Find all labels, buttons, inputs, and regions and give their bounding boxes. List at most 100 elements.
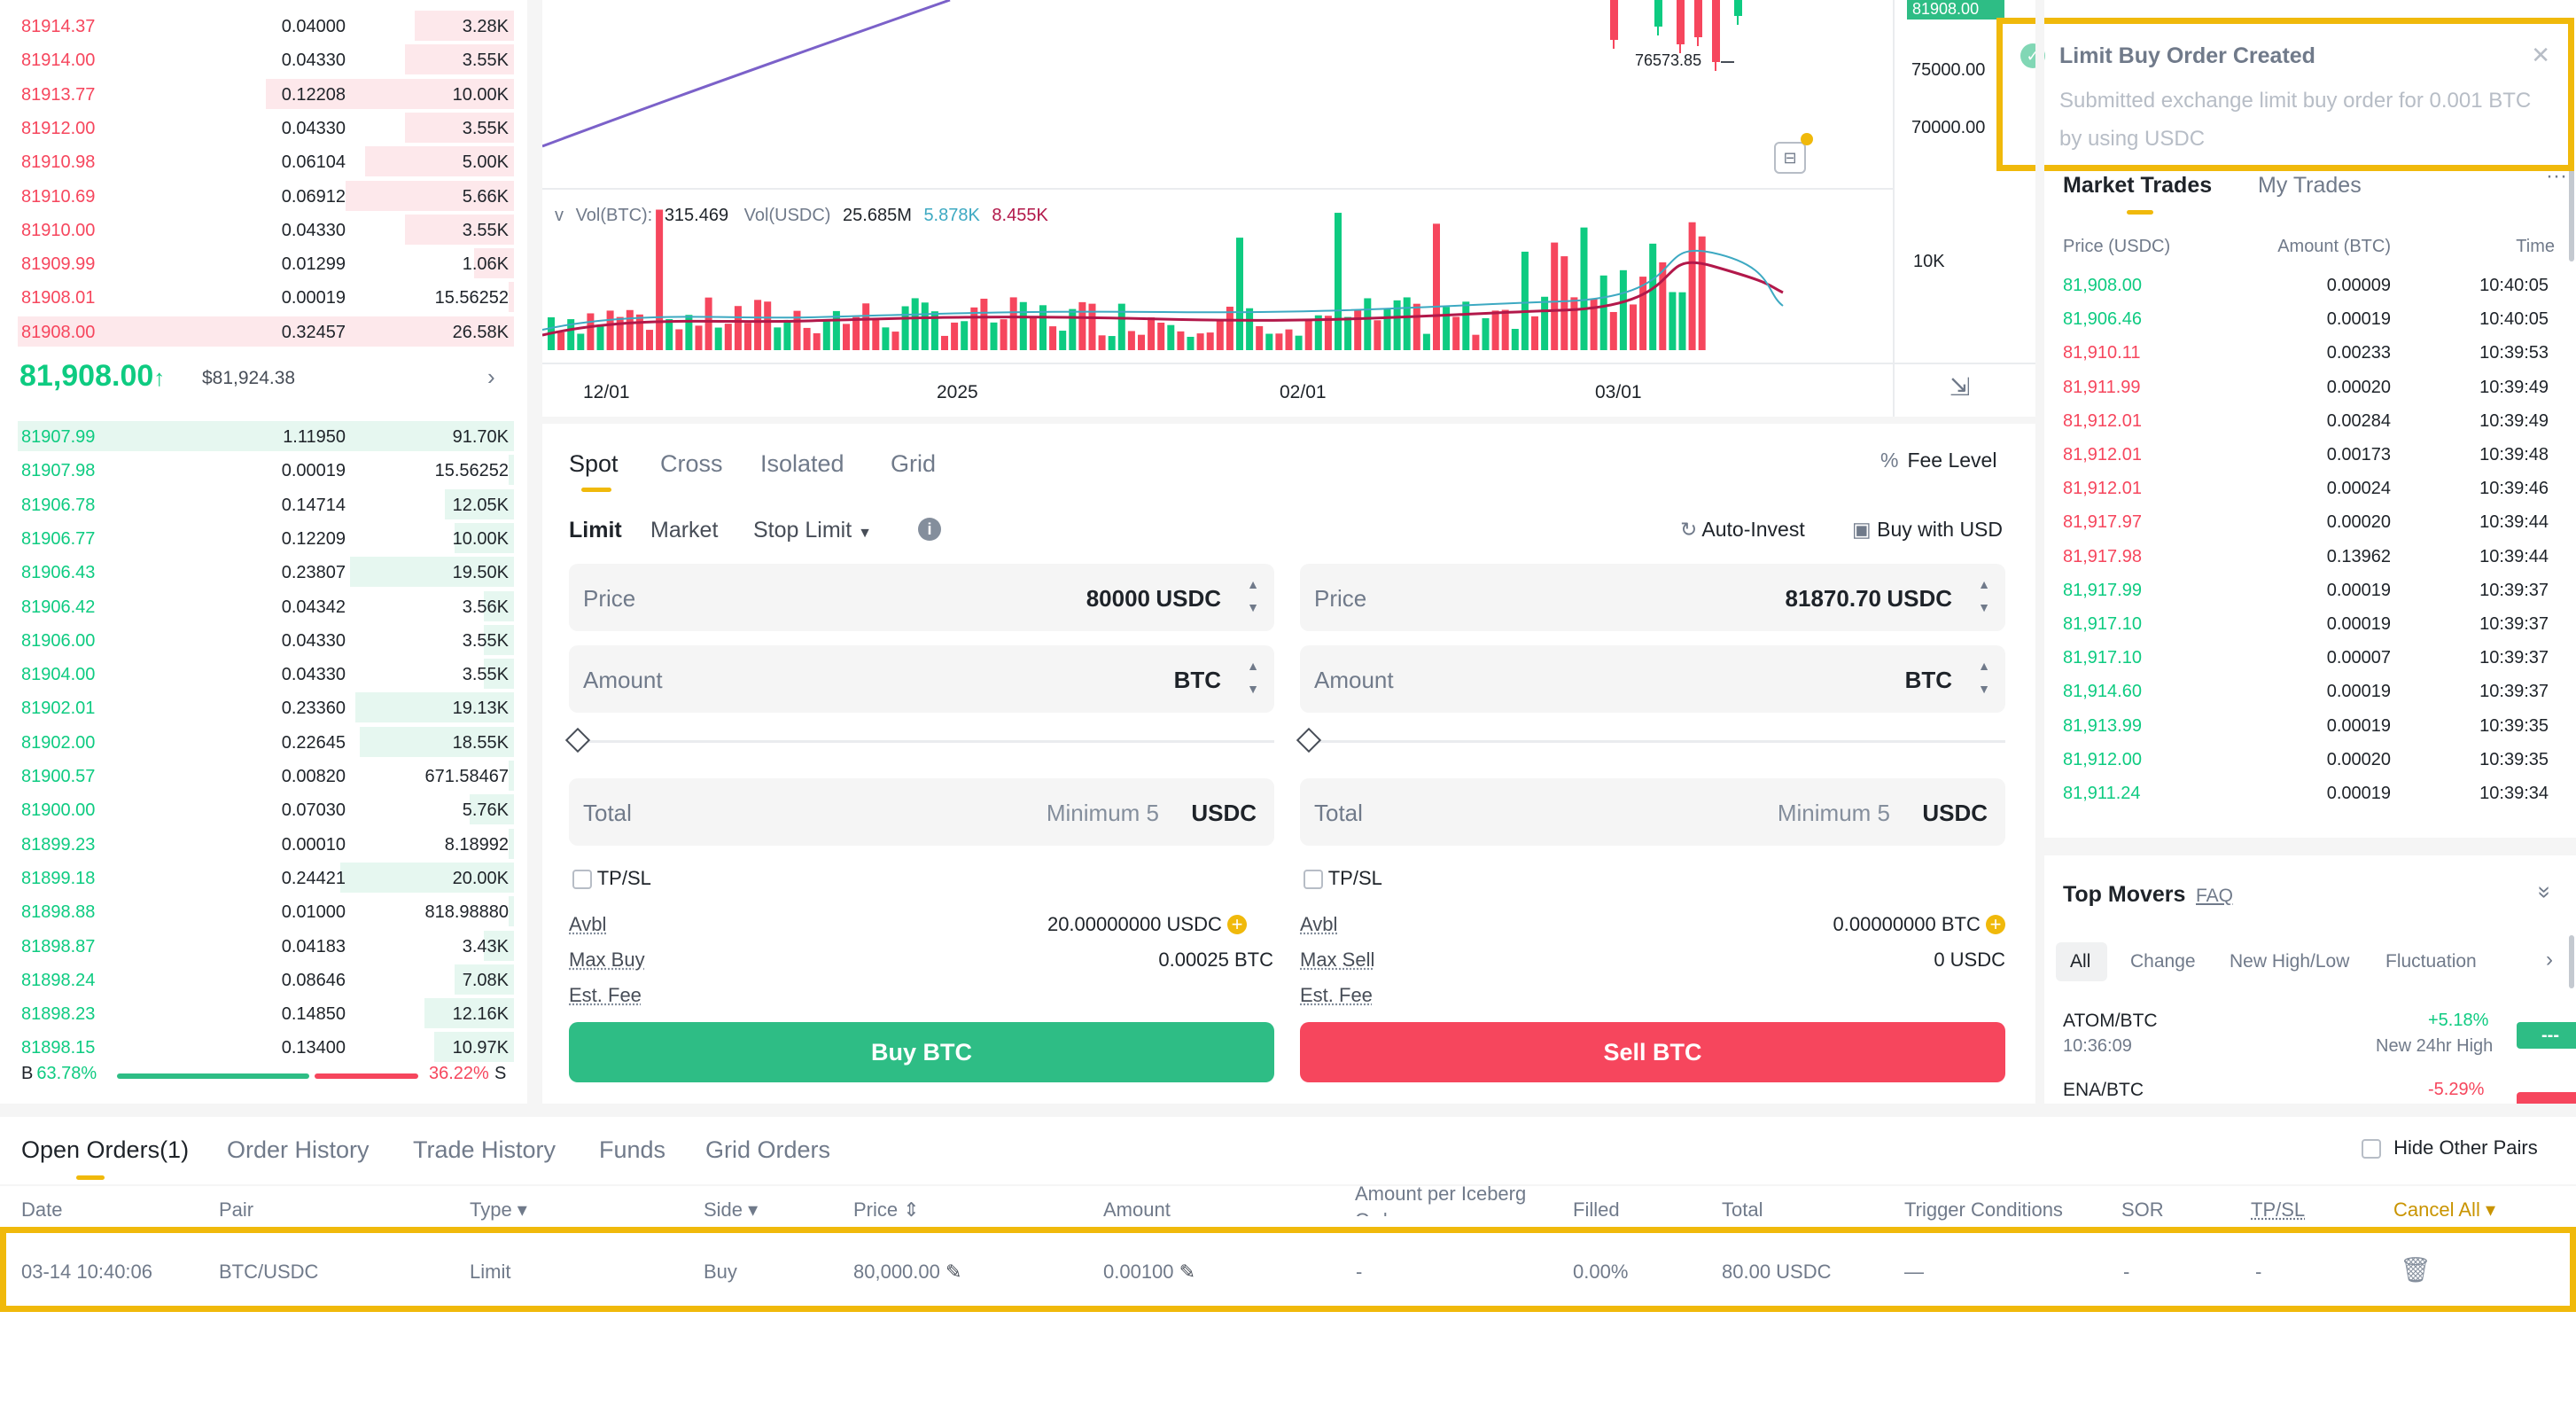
hide-other-checkbox[interactable] — [2362, 1139, 2381, 1159]
bid-row[interactable]: 81907.98 0.00019 15.56252 — [0, 453, 514, 487]
filters-next-icon[interactable]: › — [2546, 948, 2553, 972]
bid-row[interactable]: 81899.18 0.24421 20.00K — [0, 861, 514, 894]
trash-icon[interactable]: 🗑 — [2400, 1256, 2432, 1284]
ask-row[interactable]: 81910.98 0.06104 5.00K — [0, 144, 514, 178]
step-up-icon[interactable]: ▲ — [1247, 659, 1259, 673]
faq-link[interactable]: FAQ — [2196, 886, 2234, 906]
bid-row[interactable]: 81899.23 0.00010 8.18992 — [0, 827, 514, 861]
order-type-limit[interactable]: Limit — [569, 518, 622, 543]
buy-tpsl-toggle[interactable]: TP/SL — [572, 867, 651, 890]
sell-price-value[interactable]: 81870.70 — [1785, 585, 1881, 612]
tab-my-trades[interactable]: My Trades — [2258, 173, 2362, 198]
sell-total-field[interactable]: Total Minimum 5 USDC — [1300, 778, 2005, 846]
step-up-icon[interactable]: ▲ — [1247, 577, 1259, 591]
tab-trade-history[interactable]: Trade History — [413, 1136, 556, 1163]
bid-row[interactable]: 81900.00 0.07030 5.76K — [0, 792, 514, 826]
sell-amount-stepper[interactable]: ▲ ▼ — [1975, 654, 1993, 700]
collapse-icon[interactable]: » — [2532, 886, 2559, 899]
ask-row[interactable]: 81914.37 0.04000 3.28K — [0, 9, 514, 43]
tab-spot[interactable]: Spot — [569, 450, 619, 477]
sell-tpsl-checkbox[interactable] — [1304, 870, 1323, 890]
order-type-stop-limit[interactable]: Stop Limit ▼ — [753, 518, 872, 543]
order-type-market[interactable]: Market — [650, 518, 719, 543]
chart-tool-icon[interactable]: ⊟ — [1774, 142, 1806, 174]
tab-funds[interactable]: Funds — [599, 1136, 666, 1163]
bid-row[interactable]: 81906.42 0.04342 3.56K — [0, 589, 514, 623]
buy-total-field[interactable]: Total Minimum 5 USDC — [569, 778, 1274, 846]
buy-amount-field[interactable]: Amount BTC ▲ ▼ — [569, 645, 1274, 713]
edit-icon[interactable]: ✎ — [946, 1261, 962, 1283]
auto-invest-link[interactable]: ↻ Auto-Invest — [1680, 518, 1805, 542]
tab-grid[interactable]: Grid — [891, 450, 937, 477]
sell-btc-button[interactable]: Sell BTC — [1300, 1022, 2005, 1082]
mover-pair-ena[interactable]: ENA/BTC — [2063, 1080, 2144, 1100]
sell-slider-handle[interactable] — [1296, 727, 1322, 753]
ask-row[interactable]: 81912.00 0.04330 3.55K — [0, 111, 514, 144]
col-type[interactable]: Type ▾ — [470, 1198, 527, 1221]
step-down-icon[interactable]: ▼ — [1978, 600, 1990, 614]
edit-icon[interactable]: ✎ — [1179, 1261, 1196, 1283]
cancel-all-button[interactable]: Cancel All ▾ — [2393, 1198, 2495, 1221]
step-down-icon[interactable]: ▼ — [1978, 682, 1990, 696]
bid-row[interactable]: 81898.24 0.08646 7.08K — [0, 963, 514, 996]
hide-other-pairs-toggle[interactable]: Hide Other Pairs — [2362, 1136, 2538, 1159]
chevron-right-icon[interactable]: › — [487, 363, 495, 390]
scrollbar[interactable] — [2569, 935, 2574, 988]
bid-row[interactable]: 81902.01 0.23360 19.13K — [0, 691, 514, 724]
ask-row[interactable]: 81914.00 0.04330 3.55K — [0, 43, 514, 76]
bid-row[interactable]: 81898.88 0.01000 818.98880 — [0, 894, 514, 928]
bid-row[interactable]: 81902.00 0.22645 18.55K — [0, 725, 514, 759]
buy-price-field[interactable]: Price 80000 USDC ▲ ▼ — [569, 564, 1274, 631]
ask-row[interactable]: 81910.69 0.06912 5.66K — [0, 179, 514, 213]
col-price[interactable]: Price ⇕ — [853, 1198, 920, 1221]
tab-market-trades[interactable]: Market Trades — [2063, 173, 2213, 198]
bid-row[interactable]: 81898.23 0.14850 12.16K — [0, 996, 514, 1030]
buy-with-usd-link[interactable]: ▣ Buy with USD — [1852, 518, 2003, 542]
sell-price-field[interactable]: Price 81870.70 USDC ▲ ▼ — [1300, 564, 2005, 631]
buy-amount-stepper[interactable]: ▲ ▼ — [1244, 654, 1262, 700]
buy-btc-button[interactable]: Buy BTC — [569, 1022, 1274, 1082]
step-down-icon[interactable]: ▼ — [1247, 682, 1259, 696]
bid-row[interactable]: 81898.87 0.04183 3.43K — [0, 929, 514, 963]
chart-settings-icon[interactable]: ⇲ — [1950, 373, 1971, 401]
tab-open-orders[interactable]: Open Orders(1) — [21, 1136, 190, 1163]
bid-row[interactable]: 81906.77 0.12209 10.00K — [0, 521, 514, 555]
bid-row[interactable]: 81906.78 0.14714 12.05K — [0, 488, 514, 521]
filter-fluctuation[interactable]: Fluctuation — [2385, 951, 2477, 972]
sell-tpsl-toggle[interactable]: TP/SL — [1304, 867, 1382, 890]
col-side[interactable]: Side ▾ — [704, 1198, 759, 1221]
ask-row[interactable]: 81908.00 0.32457 26.58K — [0, 315, 514, 348]
step-up-icon[interactable]: ▲ — [1978, 659, 1990, 673]
bid-row[interactable]: 81900.57 0.00820 671.58467 — [0, 759, 514, 792]
buy-tpsl-checkbox[interactable] — [572, 870, 592, 890]
bid-row[interactable]: 81904.00 0.04330 3.55K — [0, 657, 514, 691]
tab-isolated[interactable]: Isolated — [760, 450, 844, 477]
bid-row[interactable]: 81898.15 0.13400 10.97K — [0, 1030, 514, 1064]
ask-row[interactable]: 81908.01 0.00019 15.56252 — [0, 280, 514, 314]
info-icon[interactable]: i — [918, 518, 941, 541]
close-icon[interactable]: ✕ — [2531, 42, 2550, 68]
buy-slider-handle[interactable] — [564, 727, 591, 753]
buy-slider-track[interactable] — [569, 740, 1274, 743]
filter-new-high-low[interactable]: New High/Low — [2230, 951, 2350, 972]
fee-level-link[interactable]: % Fee Level — [1880, 449, 1996, 472]
tab-cross[interactable]: Cross — [660, 450, 723, 477]
tab-order-history[interactable]: Order History — [227, 1136, 370, 1163]
bid-row[interactable]: 81907.99 1.11950 91.70K — [0, 419, 514, 453]
filter-all[interactable]: All — [2070, 951, 2091, 972]
sell-amount-field[interactable]: Amount BTC ▲ ▼ — [1300, 645, 2005, 713]
tab-grid-orders[interactable]: Grid Orders — [705, 1136, 831, 1163]
step-down-icon[interactable]: ▼ — [1247, 600, 1259, 614]
step-up-icon[interactable]: ▲ — [1978, 577, 1990, 591]
mover-pair-atom[interactable]: ATOM/BTC — [2063, 1011, 2158, 1031]
bid-row[interactable]: 81906.43 0.23807 19.50K — [0, 555, 514, 589]
ask-row[interactable]: 81909.99 0.01299 1.06K — [0, 246, 514, 280]
add-funds-icon[interactable]: + — [1227, 915, 1247, 934]
filter-change[interactable]: Change — [2130, 951, 2196, 972]
buy-price-stepper[interactable]: ▲ ▼ — [1244, 573, 1262, 619]
sell-slider-track[interactable] — [1300, 740, 2005, 743]
ask-row[interactable]: 81910.00 0.04330 3.55K — [0, 213, 514, 246]
vol-toggle-icon[interactable]: v — [555, 206, 564, 225]
bid-row[interactable]: 81906.00 0.04330 3.55K — [0, 623, 514, 657]
sell-price-stepper[interactable]: ▲ ▼ — [1975, 573, 1993, 619]
